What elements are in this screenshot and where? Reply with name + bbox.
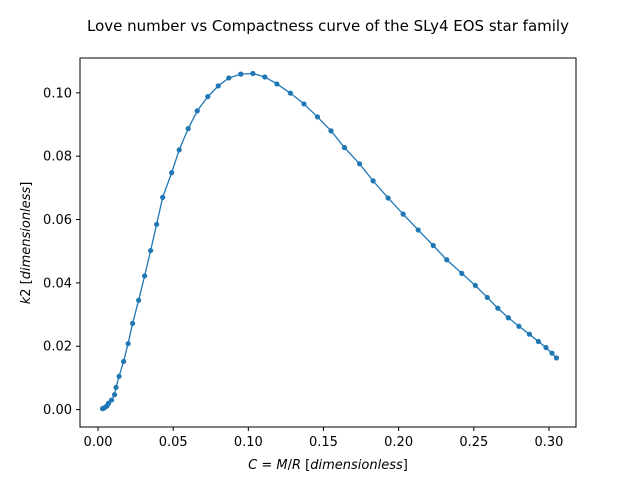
x-tick-label: 0.30 xyxy=(534,435,563,450)
plot-area xyxy=(79,57,577,428)
y-tick-label: 0.08 xyxy=(43,150,72,165)
data-point xyxy=(370,178,376,184)
data-point xyxy=(472,282,478,289)
data-point xyxy=(526,331,533,337)
y-axis: 0.00 0.02 0.04 0.06 0.08 0.10 xyxy=(43,86,80,418)
data-point xyxy=(169,170,175,176)
data-point xyxy=(430,242,436,249)
data-point xyxy=(125,341,131,347)
data-point xyxy=(415,227,421,233)
data-point xyxy=(226,75,232,81)
data-point xyxy=(205,94,211,100)
data-point xyxy=(130,320,136,327)
y-tick-label: 0.00 xyxy=(43,403,72,418)
data-point xyxy=(543,344,549,351)
x-tick-label: 0.25 xyxy=(459,435,488,450)
data-point xyxy=(553,355,560,361)
data-point xyxy=(113,384,119,391)
x-tick-label: 0.00 xyxy=(84,435,113,450)
data-point xyxy=(341,145,348,151)
data-point xyxy=(148,247,154,254)
data-point xyxy=(495,305,501,311)
data-point xyxy=(160,194,166,200)
x-tick-label: 0.05 xyxy=(159,435,188,450)
data-point xyxy=(444,257,450,263)
data-point xyxy=(287,90,294,96)
data-point xyxy=(549,350,555,356)
x-tick-label: 0.20 xyxy=(384,435,413,450)
data-point xyxy=(176,147,182,153)
data-point xyxy=(516,323,522,329)
chart-title: Love number vs Compactness curve of the … xyxy=(87,17,569,35)
x-axis: 0.00 0.05 0.10 0.15 0.20 0.25 0.30 xyxy=(84,427,563,450)
data-point xyxy=(120,358,127,365)
data-point xyxy=(154,221,160,227)
data-point xyxy=(238,71,244,77)
data-point xyxy=(108,397,115,403)
data-point xyxy=(185,126,191,132)
data-point xyxy=(274,81,280,87)
data-point xyxy=(535,338,542,345)
data-point xyxy=(459,270,465,276)
data-point xyxy=(328,128,334,134)
data-point xyxy=(111,392,118,398)
data-point xyxy=(250,70,256,77)
data-point xyxy=(142,273,148,279)
data-point xyxy=(385,195,391,201)
data-point xyxy=(314,114,321,120)
y-tick-label: 0.04 xyxy=(43,276,72,291)
data-point xyxy=(484,294,490,301)
data-point xyxy=(116,373,122,379)
y-tick-label: 0.06 xyxy=(43,213,72,228)
data-point xyxy=(301,101,307,107)
x-tick-label: 0.10 xyxy=(234,435,263,450)
y-tick-label: 0.02 xyxy=(43,340,72,355)
data-point xyxy=(215,83,221,89)
data-point xyxy=(262,74,268,80)
x-axis-label: C = M/R [dimensionless] xyxy=(248,458,408,473)
x-tick-label: 0.15 xyxy=(309,435,338,450)
y-axis-label: k2 [dimensionless] xyxy=(19,182,34,305)
data-point xyxy=(136,297,142,303)
data-point xyxy=(356,161,363,167)
y-tick-label: 0.10 xyxy=(43,86,72,101)
axes-frame xyxy=(79,57,577,428)
data-point xyxy=(400,211,406,217)
data-point xyxy=(505,315,511,321)
data-point xyxy=(194,108,200,114)
